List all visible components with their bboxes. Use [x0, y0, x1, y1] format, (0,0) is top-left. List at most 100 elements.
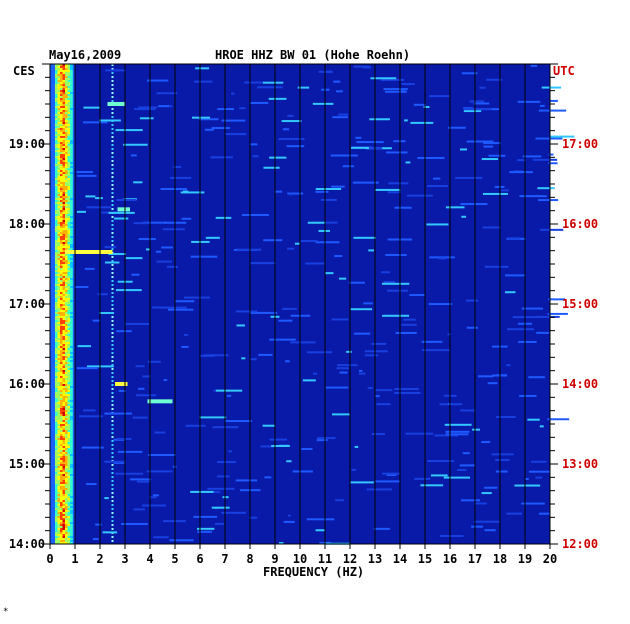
noise-streak	[549, 99, 558, 102]
band-cell	[60, 156, 63, 159]
band-cell	[60, 96, 63, 99]
band-cell	[70, 142, 73, 145]
band-cell	[70, 144, 73, 147]
line-feature	[111, 456, 114, 458]
band-cell	[65, 100, 68, 103]
band-cell	[62, 300, 66, 303]
band-cell	[70, 286, 73, 289]
band-cell	[65, 188, 68, 191]
band-cell	[65, 260, 68, 263]
band-cell	[70, 340, 73, 343]
band-cell	[60, 116, 63, 119]
axes: 0 1 2 3 4 5 6 7 8 9 10 11 12 13 14 15 16 17 18 19 2014:0015:…	[9, 63, 598, 566]
band-cell	[60, 236, 63, 239]
noise-streak	[447, 333, 452, 336]
band-cell	[60, 528, 63, 531]
band-cell	[60, 88, 63, 91]
line-feature	[111, 256, 114, 258]
band-cell	[60, 492, 63, 495]
band-cell	[70, 410, 73, 413]
band-cell	[60, 280, 63, 283]
band-cell	[55, 124, 58, 127]
line-feature	[111, 424, 114, 426]
band-cell	[65, 310, 68, 313]
line-feature	[111, 324, 114, 326]
band-cell	[67, 518, 71, 521]
band-cell	[65, 386, 68, 389]
noise-streak	[369, 147, 383, 150]
band-cell	[70, 492, 73, 495]
band-cell	[60, 104, 63, 107]
band-cell	[57, 116, 61, 119]
band-cell	[67, 142, 71, 145]
band-cell	[67, 86, 71, 89]
noise-streak	[443, 476, 471, 479]
band-cell	[55, 142, 58, 145]
event-mark-2	[115, 382, 128, 386]
band-cell	[62, 230, 66, 233]
noise-streak	[374, 395, 380, 398]
band-cell	[55, 258, 58, 261]
band-cell	[55, 374, 58, 377]
band-cell	[60, 404, 63, 407]
band-cell	[60, 132, 63, 135]
band-cell	[70, 466, 73, 469]
noise-streak	[228, 450, 232, 453]
noise-streak	[312, 102, 334, 105]
band-cell	[65, 254, 68, 257]
band-cell	[70, 108, 73, 111]
band-cell	[55, 384, 58, 387]
band-cell	[55, 380, 58, 383]
band-cell	[65, 494, 68, 497]
band-cell	[62, 164, 66, 167]
band-cell	[57, 442, 61, 445]
line-feature	[111, 540, 114, 542]
band-cell	[57, 142, 61, 145]
band-cell	[67, 490, 71, 493]
band-cell	[55, 390, 58, 393]
line-feature	[111, 244, 114, 246]
band-cell	[67, 450, 71, 453]
band-cell	[60, 324, 63, 327]
band-cell	[60, 538, 63, 541]
noise-streak	[514, 484, 541, 487]
noise-streak	[445, 430, 470, 433]
noise-streak	[429, 95, 451, 98]
band-cell	[60, 240, 63, 243]
band-cell	[70, 248, 73, 251]
noise-streak	[282, 128, 290, 131]
band-cell	[60, 372, 63, 375]
noise-streak	[506, 512, 522, 515]
band-cell	[67, 132, 71, 135]
noise-streak	[356, 141, 384, 144]
band-cell	[60, 166, 63, 169]
band-cell	[60, 218, 63, 221]
band-cell	[67, 452, 71, 455]
band-cell	[62, 276, 66, 279]
band-cell	[65, 404, 68, 407]
band-cell	[60, 468, 63, 471]
band-cell	[70, 100, 73, 103]
noise-streak	[108, 253, 127, 256]
band-cell	[57, 406, 61, 409]
band-cell	[65, 104, 68, 107]
band-cell	[65, 230, 68, 233]
band-cell	[60, 70, 63, 73]
band-cell	[57, 198, 61, 201]
band-cell	[65, 512, 68, 515]
band-cell	[70, 234, 73, 237]
band-cell	[67, 354, 71, 357]
noise-streak	[374, 188, 401, 191]
band-cell	[55, 438, 58, 441]
band-cell	[60, 122, 63, 125]
band-cell	[55, 522, 58, 525]
band-cell	[67, 64, 71, 67]
band-cell	[55, 328, 58, 331]
band-cell	[70, 146, 73, 149]
plot-area	[50, 64, 575, 545]
band-cell	[62, 534, 66, 537]
band-cell	[65, 126, 68, 129]
noise-streak	[138, 106, 158, 109]
band-cell	[57, 462, 61, 465]
band-cell	[65, 422, 68, 425]
